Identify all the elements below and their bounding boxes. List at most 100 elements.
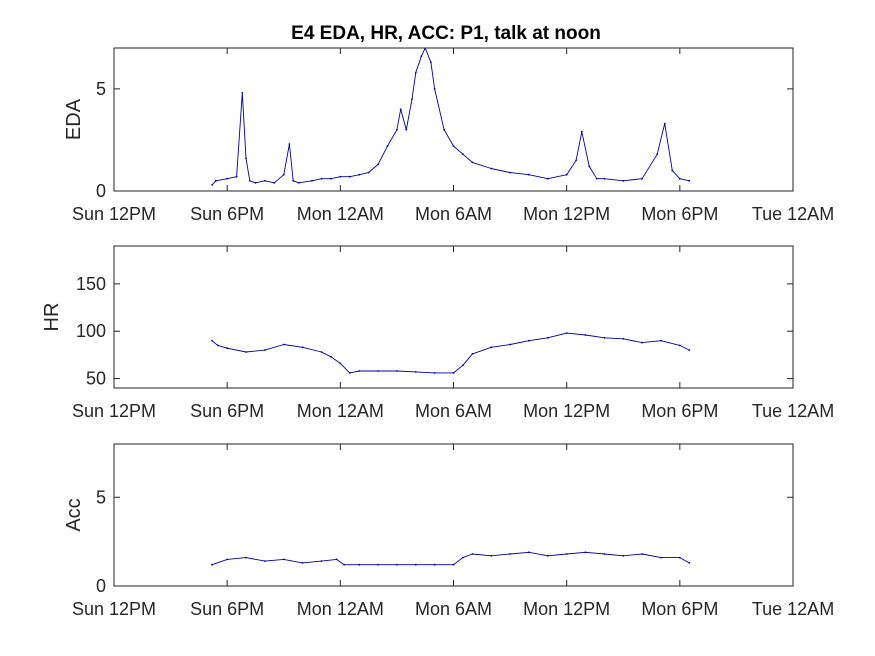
hr-xtick-label: Mon 12AM xyxy=(297,401,384,421)
acc-data-point xyxy=(226,558,229,561)
hr-data-point xyxy=(211,339,214,342)
eda-data-point xyxy=(264,179,266,182)
panel-eda: 0 5 Sun 12PM Sun 6PM Mon 12AM Mon 6AM Mon 12PM… xyxy=(63,47,834,224)
acc-xtick-label: Mon 6AM xyxy=(415,599,492,619)
hr-data-point xyxy=(565,332,568,334)
hr-xtick-label: Mon 6AM xyxy=(415,401,492,421)
acc-data-point xyxy=(396,563,398,566)
eda-data-point xyxy=(241,92,244,94)
hr-data-point xyxy=(330,355,332,358)
acc-data-point xyxy=(245,556,247,559)
eda-data-point xyxy=(248,179,251,182)
hr-data-point xyxy=(660,339,662,342)
eda-data-point xyxy=(565,173,568,176)
hr-data-point xyxy=(452,372,455,374)
panel-acc: 0 5 Sun 12PM Sun 6PM Mon 12AM Mon 6AM Mon 12PM… xyxy=(63,443,834,619)
eda-data-point xyxy=(399,108,402,111)
acc-xtick-label: Sun 12PM xyxy=(72,599,156,619)
hr-data-point xyxy=(348,372,351,374)
hr-data-point xyxy=(584,334,587,336)
eda-data-point xyxy=(671,169,674,172)
acc-data-point xyxy=(414,563,417,566)
acc-data-point xyxy=(622,554,625,557)
acc-data-point xyxy=(546,554,549,557)
eda-data-point xyxy=(656,153,659,156)
eda-data-point xyxy=(509,171,511,174)
hr-ytick-label: 100 xyxy=(76,321,106,341)
hr-data-point xyxy=(301,346,304,349)
acc-data-point xyxy=(320,560,323,562)
hr-data-point xyxy=(603,336,606,339)
hr-ylabel: HR xyxy=(41,303,63,332)
eda-xtick-label: Mon 6AM xyxy=(415,204,492,224)
eda-data-point xyxy=(490,167,493,170)
hr-xtick-label: Sun 12PM xyxy=(72,401,156,421)
hr-axes-frame xyxy=(113,245,794,389)
eda-data-point xyxy=(433,88,436,90)
acc-data-point xyxy=(490,554,493,557)
hr-xtick-label: Mon 12PM xyxy=(523,401,610,421)
eda-data-point xyxy=(282,173,285,176)
acc-xtick-label: Mon 12AM xyxy=(297,599,384,619)
eda-data-point xyxy=(430,61,432,64)
acc-xtick-label: Sun 6PM xyxy=(190,599,264,619)
eda-data-point xyxy=(288,143,291,145)
hr-data-point xyxy=(226,347,229,350)
eda-data-point xyxy=(595,177,598,180)
eda-data-point xyxy=(622,179,625,182)
hr-data-point xyxy=(433,372,436,374)
acc-data-point xyxy=(584,551,587,554)
acc-ytick-label: 5 xyxy=(96,487,106,507)
eda-data-point xyxy=(254,181,257,184)
eda-data-point xyxy=(211,184,214,186)
acc-data-point xyxy=(343,563,345,566)
eda-xtick-label: Mon 12AM xyxy=(297,204,384,224)
eda-data-point xyxy=(588,165,591,168)
acc-data-point xyxy=(641,553,643,555)
acc-data-point xyxy=(660,556,662,559)
eda-data-point xyxy=(471,161,474,164)
hr-data-point xyxy=(622,337,625,340)
hr-data-point xyxy=(641,341,643,344)
eda-data-point xyxy=(330,177,332,180)
eda-data-point xyxy=(546,177,549,180)
acc-data-point xyxy=(358,563,361,566)
eda-xtick-label: Mon 6PM xyxy=(641,204,718,224)
eda-data-point xyxy=(386,145,389,148)
acc-ylabel: Acc xyxy=(63,498,85,531)
eda-data-point xyxy=(663,122,666,125)
eda-xtick-label: Sun 12PM xyxy=(72,204,156,224)
eda-data-point xyxy=(420,55,423,58)
eda-data-point xyxy=(358,173,361,176)
eda-data-point xyxy=(528,173,530,176)
hr-data-point xyxy=(678,344,681,347)
acc-data-point xyxy=(462,556,464,559)
acc-axes-frame xyxy=(113,443,794,587)
acc-data-point xyxy=(678,556,681,559)
acc-data-point xyxy=(528,551,530,554)
acc-xtick-label: Tue 12AM xyxy=(752,599,834,619)
eda-data-point xyxy=(603,177,606,180)
eda-data-point xyxy=(348,175,351,178)
hr-data-point xyxy=(546,336,549,339)
eda-data-point xyxy=(367,171,370,174)
acc-data-point xyxy=(603,553,606,555)
eda-ytick-label: 5 xyxy=(96,79,106,99)
hr-data-point xyxy=(216,344,219,347)
eda-data-point xyxy=(424,48,427,49)
acc-data-point xyxy=(377,563,379,566)
hr-data-point xyxy=(490,346,493,349)
eda-data-point xyxy=(452,145,455,148)
eda-ytick-label: 0 xyxy=(96,181,106,201)
eda-data-point xyxy=(580,130,583,133)
acc-data-point xyxy=(433,563,436,566)
hr-data-point xyxy=(245,351,247,353)
hr-xtick-label: Tue 12AM xyxy=(752,401,834,421)
eda-data-point xyxy=(320,177,323,180)
acc-ytick-label: 0 xyxy=(96,576,106,596)
acc-xtick-label: Mon 6PM xyxy=(641,599,718,619)
eda-data-point xyxy=(678,177,681,180)
hr-ytick-label: 50 xyxy=(86,369,106,389)
acc-data-point xyxy=(282,558,285,561)
